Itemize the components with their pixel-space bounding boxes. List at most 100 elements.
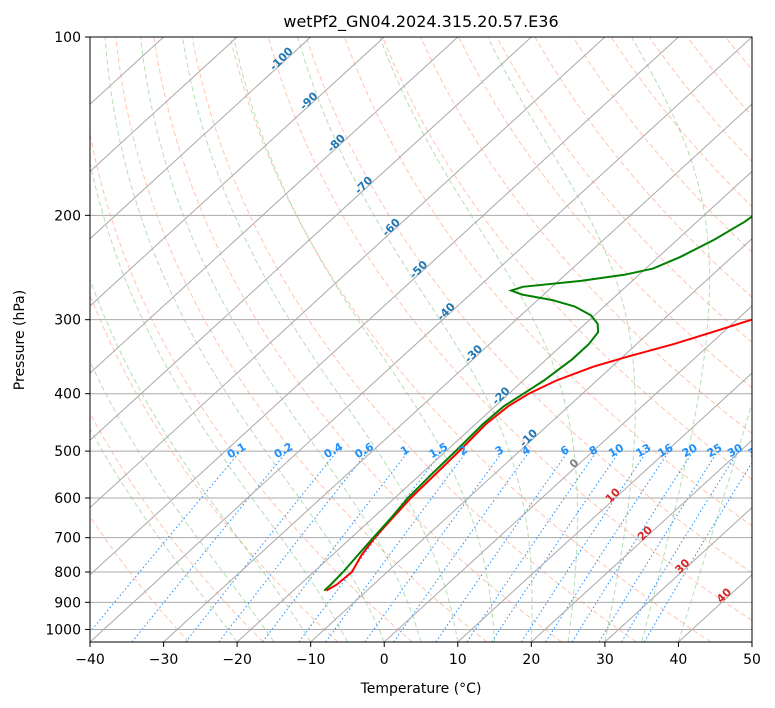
dry-adiabat <box>610 37 752 208</box>
mixing-ratio-label: 36 <box>746 441 766 460</box>
isotherm-line <box>90 37 752 642</box>
y-tick-label: 100 <box>54 30 81 46</box>
moist-adiabat <box>297 37 533 642</box>
isotherm-label: 10 <box>603 485 623 505</box>
dry-adiabat <box>725 37 752 71</box>
isotherm-label: -70 <box>352 174 375 197</box>
mixing-ratio-label: 30 <box>725 441 745 460</box>
moist-adiabat <box>90 360 275 642</box>
temperature-profile <box>325 318 752 592</box>
isotherm-line <box>383 305 752 642</box>
isotherm-line <box>236 170 752 642</box>
dry-adiabat <box>764 37 775 642</box>
chart-title: wetPf2_GN04.2024.315.20.57.E36 <box>283 12 558 32</box>
moist-adiabat <box>90 160 348 642</box>
isotherm-line <box>90 37 312 240</box>
isotherm-label: -30 <box>462 342 485 365</box>
moist-adiabat <box>487 37 636 642</box>
mixing-ratio-line <box>131 450 288 642</box>
x-tick-label: −10 <box>296 652 326 668</box>
mixing-ratio-line <box>90 450 241 633</box>
moist-adiabat <box>677 401 752 642</box>
x-tick-label: −30 <box>149 652 179 668</box>
mixing-ratio-line <box>218 450 369 642</box>
mixing-ratio-line <box>325 450 468 642</box>
dry-adiabat <box>267 37 752 622</box>
dry-adiabat <box>90 412 264 642</box>
isotherm-label: -50 <box>407 258 430 281</box>
mixing-ratio-line <box>262 450 409 642</box>
moist-adiabat <box>140 37 422 642</box>
dry-adiabat <box>420 37 752 435</box>
y-tick-label: 300 <box>54 313 81 329</box>
moist-adiabat <box>631 37 711 642</box>
mixing-ratio-line <box>185 450 338 642</box>
mixing-ratio-label: 1.5 <box>427 440 450 461</box>
y-tick-label: 500 <box>54 444 81 460</box>
mixing-ratio-line <box>621 450 739 642</box>
moist-adiabat <box>233 37 496 642</box>
dry-adiabat <box>534 37 752 298</box>
mixing-ratio-line <box>598 450 719 642</box>
plot-frame <box>89 36 753 643</box>
isotherm-label: -90 <box>297 89 320 112</box>
isotherm-line <box>604 506 752 642</box>
dry-adiabat <box>686 37 752 117</box>
y-tick-label: 200 <box>54 208 81 224</box>
dry-adiabat <box>305 37 752 574</box>
isotherm-label: -60 <box>380 216 403 239</box>
isotherm-label: -20 <box>489 384 512 407</box>
x-tick-label: 0 <box>380 652 389 668</box>
mixing-ratio-label: 13 <box>634 441 654 460</box>
isotherm-line <box>90 37 679 576</box>
x-tick-label: −40 <box>75 652 105 668</box>
x-tick-label: 20 <box>522 652 540 668</box>
mixing-ratio-label: 0.1 <box>225 440 248 461</box>
x-tick-label: 10 <box>449 652 467 668</box>
x-tick-label: −20 <box>222 652 252 668</box>
moist-adiabat <box>90 427 238 642</box>
dry-adiabat <box>115 37 488 642</box>
moist-adiabat <box>104 37 385 642</box>
moist-adiabat <box>182 37 459 642</box>
isotherm-line <box>90 37 385 307</box>
dry-adiabat <box>572 37 752 253</box>
isotherm-line <box>90 37 606 509</box>
isotherm-line <box>751 641 752 642</box>
dewpoint-profile <box>323 215 752 592</box>
mixing-ratio-label: 6 <box>558 443 571 458</box>
y-axis-title: Pressure (hPa) <box>12 290 28 390</box>
x-tick-label: 40 <box>670 652 688 668</box>
dry-adiabat <box>496 37 752 344</box>
isotherm-line <box>90 37 238 173</box>
isotherm-line <box>457 372 752 642</box>
y-tick-label: 1000 <box>45 622 81 638</box>
dry-adiabat <box>229 37 712 642</box>
isotherm-label: 30 <box>673 556 693 576</box>
mixing-ratio-line <box>521 450 648 642</box>
mixing-ratio-label: 16 <box>656 441 676 460</box>
isotherm-line <box>163 103 752 642</box>
mixing-ratio-line <box>545 450 670 642</box>
mixing-ratio-line <box>571 450 694 642</box>
isotherm-label: -80 <box>325 131 348 154</box>
isotherm-line <box>90 37 459 374</box>
isotherm-line <box>310 237 752 642</box>
mixing-ratio-line <box>435 450 569 642</box>
dry-adiabat <box>648 37 752 163</box>
mixing-ratio-label: 20 <box>680 441 700 460</box>
mixing-ratio-line <box>364 450 504 642</box>
isotherm-line <box>530 439 752 642</box>
x-tick-label: 30 <box>596 652 614 668</box>
x-axis-title: Temperature (°C) <box>360 681 482 697</box>
x-tick-label: 50 <box>743 652 761 668</box>
mixing-ratio-label: 0.4 <box>322 440 346 461</box>
y-tick-label: 600 <box>54 491 81 507</box>
dry-adiabat <box>90 515 190 642</box>
dry-adiabat <box>153 37 562 642</box>
y-tick-label: 900 <box>54 595 81 611</box>
mixing-ratio-label: 10 <box>606 441 626 460</box>
isotherm-line <box>90 37 532 442</box>
isotherm-label: 20 <box>635 523 655 543</box>
